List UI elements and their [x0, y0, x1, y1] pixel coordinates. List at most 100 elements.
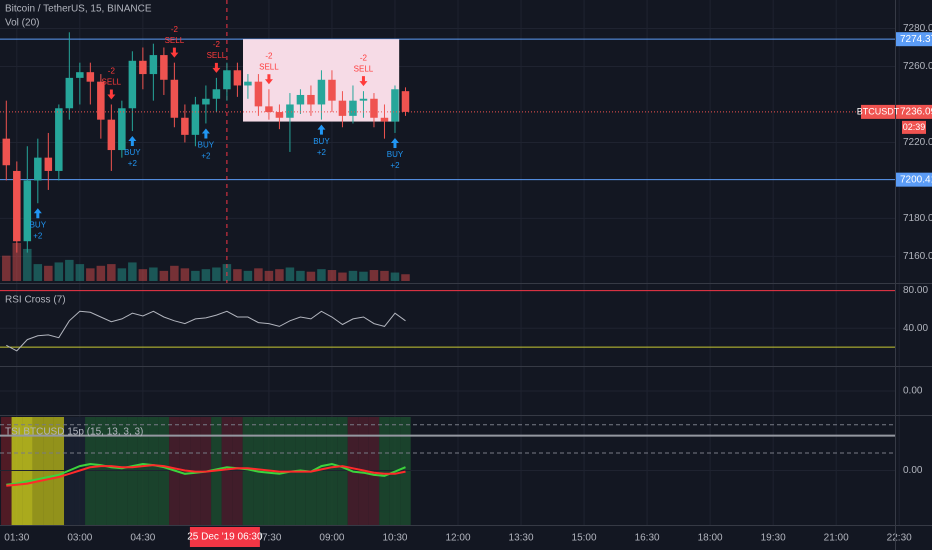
candle-body: [223, 70, 231, 90]
candle-body: [118, 108, 126, 151]
candle-body: [370, 98, 378, 118]
volume-bar: [338, 272, 347, 281]
candle-body: [170, 79, 179, 118]
candle-body: [391, 89, 399, 122]
signal-arrow: [33, 208, 42, 219]
x-tick-label: 12:00: [445, 533, 470, 544]
x-tick-label: 03:00: [67, 533, 92, 544]
volume-bar: [212, 267, 221, 281]
volume-title: Vol (20): [5, 18, 39, 29]
symbol-label: BTCUSDT: [857, 106, 900, 116]
candle-body: [286, 104, 294, 118]
signal-arrow: [359, 76, 368, 87]
level-label: 7274.37: [900, 34, 932, 45]
volume-bar: [285, 267, 295, 281]
volume-bar: [96, 265, 106, 281]
volume-bar: [12, 243, 22, 281]
signal-label: BUY: [124, 148, 141, 157]
signal-arrow: [170, 47, 179, 58]
signal-qty: -2: [108, 67, 116, 76]
candle-body: [55, 108, 63, 171]
y-tick-label: 7260.00: [903, 61, 932, 72]
candle-body: [2, 138, 11, 166]
signal-arrow: [390, 137, 399, 148]
y-tick-label: 0.00: [903, 386, 923, 397]
x-tick-label: 18:00: [698, 533, 723, 544]
signal-label: BUY: [313, 137, 330, 146]
series-line: [6, 310, 406, 352]
signal-arrow: [212, 62, 221, 73]
axis-label-bg: [896, 172, 932, 187]
volume-bar: [44, 265, 53, 281]
candle-body: [380, 117, 389, 122]
candle-body: [254, 81, 263, 107]
x-tick-label: 07:30: [256, 533, 281, 544]
signal-arrow: [201, 128, 210, 139]
volume-bar: [296, 270, 305, 281]
series-line: [6, 464, 406, 487]
candle-body: [401, 91, 410, 112]
signal-arrow: [107, 89, 116, 100]
volume-bar: [23, 248, 32, 281]
volume-bar: [117, 268, 127, 281]
volume-bar: [369, 270, 379, 281]
volume-bar: [180, 268, 190, 281]
signal-qty: +2: [317, 148, 327, 157]
signal-qty: +2: [128, 159, 138, 168]
volume-bar: [317, 269, 326, 281]
candle-body: [160, 55, 168, 80]
candle-body: [328, 79, 336, 101]
signal-qty: -2: [171, 25, 179, 34]
candle-body: [44, 157, 53, 171]
volume-bar: [348, 270, 358, 281]
volume-bar: [33, 264, 43, 281]
volume-bar: [359, 271, 368, 281]
x-tick-label: 15:00: [572, 533, 597, 544]
x-tick-label: 04:30: [130, 533, 155, 544]
volume-bar: [170, 265, 179, 281]
volume-bar: [327, 270, 337, 281]
pane-title: RSI Cross (7): [5, 295, 66, 306]
candle-body: [244, 81, 252, 86]
volume-bar: [2, 255, 11, 281]
chart-title: Bitcoin / TetherUS, 15, BINANCE: [5, 4, 152, 15]
candle-body: [296, 94, 305, 105]
candle-body: [275, 112, 284, 118]
axis-label-bg: [902, 120, 926, 134]
signal-label: SELL: [102, 78, 122, 87]
candle-body: [13, 170, 21, 242]
signal-arrow: [128, 136, 137, 147]
y-tick-label: 7180.00: [903, 213, 932, 224]
signal-qty: +2: [33, 231, 43, 240]
signal-qty: -2: [213, 40, 221, 49]
volume-bar: [264, 270, 274, 281]
countdown-label: 02:39: [903, 122, 926, 132]
y-tick-label: 40.00: [903, 323, 928, 334]
x-tick-label: 01:30: [4, 533, 29, 544]
signal-label: SELL: [259, 62, 279, 71]
candle-body: [76, 72, 84, 78]
crosshair-label: 25 Dec '19 06:30: [187, 532, 263, 543]
axis-label-bg: [861, 104, 895, 119]
signal-qty: -2: [360, 53, 368, 62]
volume-bar: [201, 269, 211, 281]
crosshair-label-bg: [189, 527, 260, 547]
candle-body: [191, 104, 200, 135]
x-tick-label: 09:00: [319, 533, 344, 544]
volume-bar: [128, 262, 137, 281]
y-tick-label: 7160.00: [903, 251, 932, 262]
x-tick-label: 22:30: [887, 533, 912, 544]
candle-body: [338, 100, 347, 116]
candle-body: [181, 117, 189, 135]
volume-bar: [138, 269, 148, 281]
volume-bar: [149, 267, 158, 281]
volume-bar: [233, 269, 242, 281]
signal-label: SELL: [165, 36, 185, 45]
signal-qty: -2: [265, 51, 273, 60]
candle-body: [233, 70, 242, 86]
signal-qty: +2: [201, 152, 211, 161]
signal-label: SELL: [207, 51, 227, 60]
candle-body: [149, 55, 158, 75]
signal-label: SELL: [354, 64, 374, 73]
